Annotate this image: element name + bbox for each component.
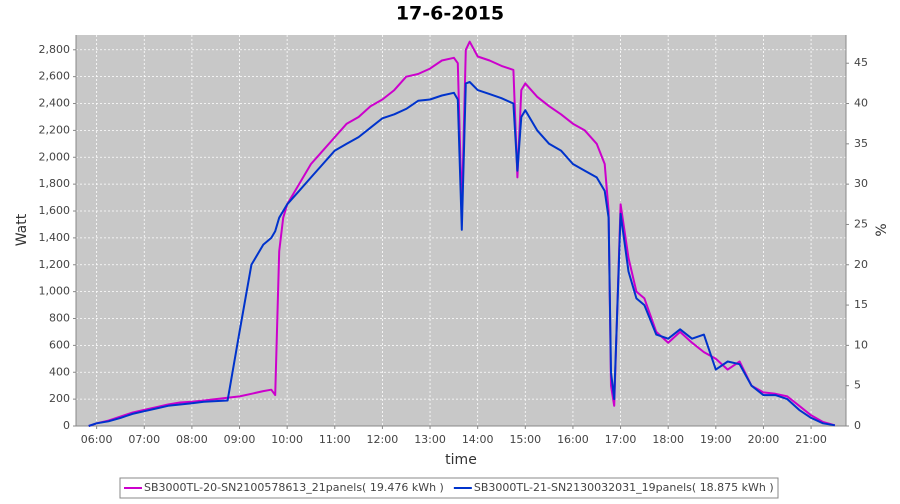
- legend-label: SB3000TL-21-SN2130032031_19panels( 18.87…: [474, 481, 774, 494]
- y-tick-label: 1,400: [39, 231, 71, 244]
- x-tick-label: 07:00: [128, 433, 160, 446]
- y-tick-label: 2,600: [39, 70, 71, 83]
- x-tick-label: 21:00: [795, 433, 827, 446]
- y-tick-label: 1,200: [39, 258, 71, 271]
- y2-tick-label: 10: [854, 338, 868, 351]
- x-tick-label: 18:00: [652, 433, 684, 446]
- y-tick-label: 2,200: [39, 123, 71, 136]
- y-tick-label: 0: [63, 419, 70, 432]
- legend-label: SB3000TL-20-SN2100578613_21panels( 19.47…: [144, 481, 444, 494]
- x-tick-label: 15:00: [509, 433, 541, 446]
- y2-tick-label: 5: [854, 379, 861, 392]
- x-tick-label: 13:00: [414, 433, 446, 446]
- x-axis-label: time: [445, 452, 477, 468]
- y-tick-label: 400: [49, 365, 70, 378]
- y-tick-label: 2,800: [39, 43, 71, 56]
- y2-tick-label: 35: [854, 137, 868, 150]
- y-tick-label: 800: [49, 312, 70, 325]
- y-tick-label: 200: [49, 392, 70, 405]
- y2-tick-label: 25: [854, 217, 868, 230]
- x-tick-label: 20:00: [748, 433, 780, 446]
- chart-title: 17-6-2015: [396, 3, 504, 25]
- y-tick-label: 1,000: [39, 285, 71, 298]
- y2-tick-label: 30: [854, 177, 868, 190]
- x-tick-label: 08:00: [176, 433, 208, 446]
- y2-tick-label: 45: [854, 56, 868, 69]
- y-tick-label: 2,000: [39, 150, 71, 163]
- y-tick-label: 1,800: [39, 177, 71, 190]
- x-tick-label: 11:00: [319, 433, 351, 446]
- x-tick-label: 06:00: [81, 433, 113, 446]
- x-tick-label: 09:00: [224, 433, 256, 446]
- y2-tick-label: 0: [854, 419, 861, 432]
- y2-tick-label: 15: [854, 298, 868, 311]
- x-tick-label: 17:00: [605, 433, 637, 446]
- y-axis-label: Watt: [14, 213, 30, 246]
- x-tick-label: 10:00: [271, 433, 303, 446]
- series-line: [88, 40, 836, 427]
- series-line: [88, 81, 836, 427]
- y-tick-label: 600: [49, 338, 70, 351]
- x-tick-label: 16:00: [557, 433, 589, 446]
- y2-tick-label: 20: [854, 258, 868, 271]
- x-tick-label: 12:00: [367, 433, 399, 446]
- y2-tick-label: 40: [854, 97, 868, 110]
- legend: [119, 477, 779, 499]
- x-tick-label: 14:00: [462, 433, 494, 446]
- y2-axis-label: %: [874, 223, 890, 236]
- y-tick-label: 1,600: [39, 204, 71, 217]
- x-tick-label: 19:00: [700, 433, 732, 446]
- y-tick-label: 2,400: [39, 97, 71, 110]
